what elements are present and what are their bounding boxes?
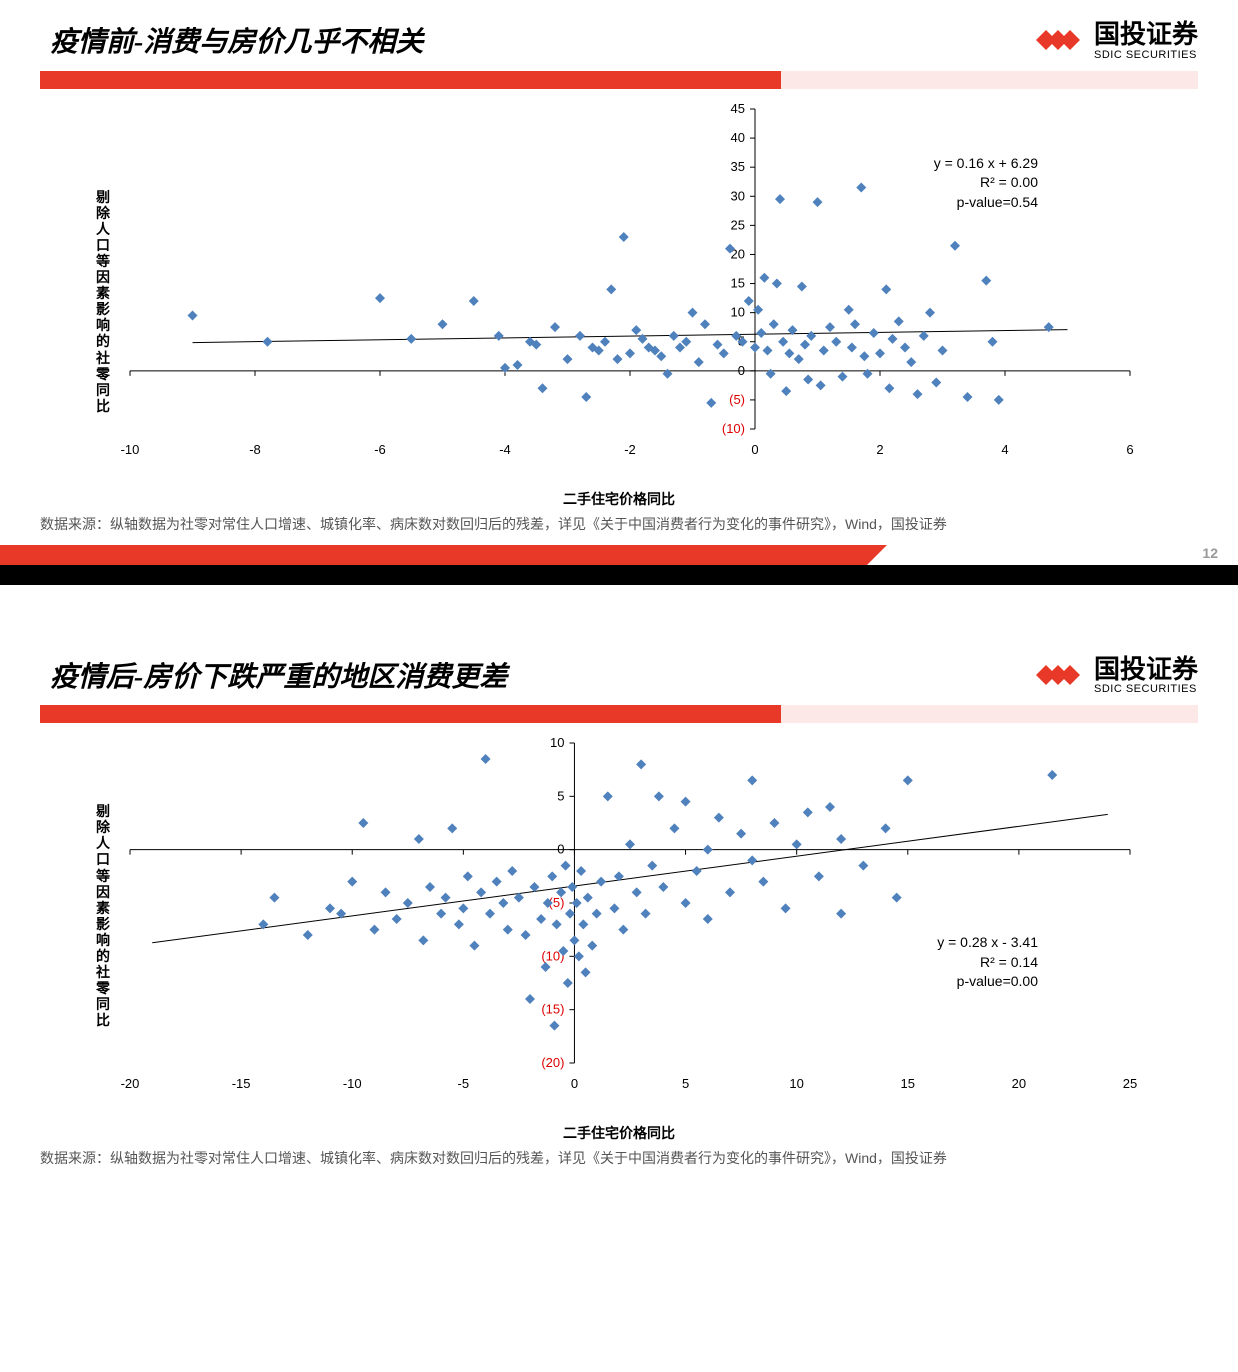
svg-text:10: 10 bbox=[550, 735, 564, 750]
chart1-annotation: y = 0.16 x + 6.29 R² = 0.00 p-value=0.54 bbox=[934, 154, 1038, 213]
slide-2: 疫情后-房价下跌严重的地区消费更差 国投证券 SDIC SECURITIES 剔… bbox=[0, 585, 1238, 1170]
logo-en: SDIC SECURITIES bbox=[1094, 49, 1198, 61]
logo-cn: 国投证券 bbox=[1094, 655, 1198, 684]
svg-text:5: 5 bbox=[557, 789, 564, 804]
slide1-pagenum: 12 bbox=[1202, 545, 1218, 561]
slide2-header: 疫情后-房价下跌严重的地区消费更差 国投证券 SDIC SECURITIES bbox=[0, 635, 1238, 696]
svg-text:-8: -8 bbox=[249, 442, 261, 457]
svg-text:0: 0 bbox=[557, 842, 564, 857]
svg-text:(10): (10) bbox=[722, 421, 745, 436]
svg-text:-15: -15 bbox=[232, 1076, 251, 1091]
svg-text:15: 15 bbox=[901, 1076, 915, 1091]
chart1-eq: y = 0.16 x + 6.29 bbox=[934, 154, 1038, 174]
svg-text:0: 0 bbox=[571, 1076, 578, 1091]
chart2-eq: y = 0.28 x - 3.41 bbox=[937, 933, 1038, 953]
svg-text:5: 5 bbox=[682, 1076, 689, 1091]
logo-icon bbox=[1036, 20, 1086, 60]
slide1-source: 数据来源：纵轴数据为社零对常住人口增速、城镇化率、病床数对数回归后的残差，详见《… bbox=[40, 514, 1198, 535]
chart1-r2: R² = 0.00 bbox=[934, 173, 1038, 193]
logo-cn: 国投证券 bbox=[1094, 20, 1198, 49]
svg-text:-2: -2 bbox=[624, 442, 636, 457]
svg-text:-4: -4 bbox=[499, 442, 511, 457]
brand-logo: 国投证券 SDIC SECURITIES bbox=[1036, 20, 1198, 61]
svg-text:10: 10 bbox=[731, 304, 745, 319]
slide-1: 疫情前-消费与房价几乎不相关 国投证券 SDIC SECURITIES 剔除人口… bbox=[0, 0, 1238, 585]
logo-icon bbox=[1036, 655, 1086, 695]
svg-text:40: 40 bbox=[731, 130, 745, 145]
svg-text:(15): (15) bbox=[541, 1002, 564, 1017]
slide1-title: 疫情前-消费与房价几乎不相关 bbox=[50, 20, 423, 60]
svg-text:0: 0 bbox=[751, 442, 758, 457]
svg-text:0: 0 bbox=[738, 362, 745, 377]
svg-text:25: 25 bbox=[1123, 1076, 1137, 1091]
svg-text:35: 35 bbox=[731, 159, 745, 174]
slide1-chart: 剔除人口等因素影响的社零同比 -10-8-6-4-20246(10)(5)051… bbox=[40, 99, 1198, 499]
svg-text:2: 2 bbox=[876, 442, 883, 457]
logo-en: SDIC SECURITIES bbox=[1094, 683, 1198, 695]
svg-text:4: 4 bbox=[1001, 442, 1008, 457]
svg-text:20: 20 bbox=[1012, 1076, 1026, 1091]
svg-text:30: 30 bbox=[731, 188, 745, 203]
slide1-footer: 12 bbox=[0, 545, 1238, 585]
svg-text:6: 6 bbox=[1126, 442, 1133, 457]
chart2-xlabel: 二手住宅价格同比 bbox=[40, 1123, 1198, 1143]
svg-text:45: 45 bbox=[731, 101, 745, 116]
chart1-xlabel: 二手住宅价格同比 bbox=[40, 489, 1198, 509]
svg-text:(20): (20) bbox=[541, 1055, 564, 1070]
slide2-source: 数据来源：纵轴数据为社零对常住人口增速、城镇化率、病床数对数回归后的残差，详见《… bbox=[40, 1148, 1198, 1169]
svg-text:25: 25 bbox=[731, 217, 745, 232]
svg-text:-10: -10 bbox=[121, 442, 140, 457]
slide2-chart: 剔除人口等因素影响的社零同比 -20-15-10-50510152025(20)… bbox=[40, 733, 1198, 1133]
brand-logo-2: 国投证券 SDIC SECURITIES bbox=[1036, 655, 1198, 696]
svg-text:-6: -6 bbox=[374, 442, 386, 457]
svg-text:15: 15 bbox=[731, 275, 745, 290]
slide1-header: 疫情前-消费与房价几乎不相关 国投证券 SDIC SECURITIES bbox=[0, 0, 1238, 61]
chart2-annotation: y = 0.28 x - 3.41 R² = 0.14 p-value=0.00 bbox=[937, 933, 1038, 992]
chart1-pval: p-value=0.54 bbox=[934, 193, 1038, 213]
chart2-pval: p-value=0.00 bbox=[937, 972, 1038, 992]
svg-text:-20: -20 bbox=[121, 1076, 140, 1091]
slide2-redbar bbox=[40, 705, 1198, 723]
svg-text:-10: -10 bbox=[343, 1076, 362, 1091]
svg-text:-5: -5 bbox=[458, 1076, 470, 1091]
slide1-redbar bbox=[40, 71, 1198, 89]
chart1-svg: -10-8-6-4-20246(10)(5)051015202530354045 bbox=[40, 99, 1198, 459]
slide2-title: 疫情后-房价下跌严重的地区消费更差 bbox=[50, 655, 507, 695]
chart2-svg: -20-15-10-50510152025(20)(15)(10)(5)0510 bbox=[40, 733, 1198, 1093]
svg-text:10: 10 bbox=[789, 1076, 803, 1091]
chart2-r2: R² = 0.14 bbox=[937, 953, 1038, 973]
svg-text:(5): (5) bbox=[729, 392, 745, 407]
